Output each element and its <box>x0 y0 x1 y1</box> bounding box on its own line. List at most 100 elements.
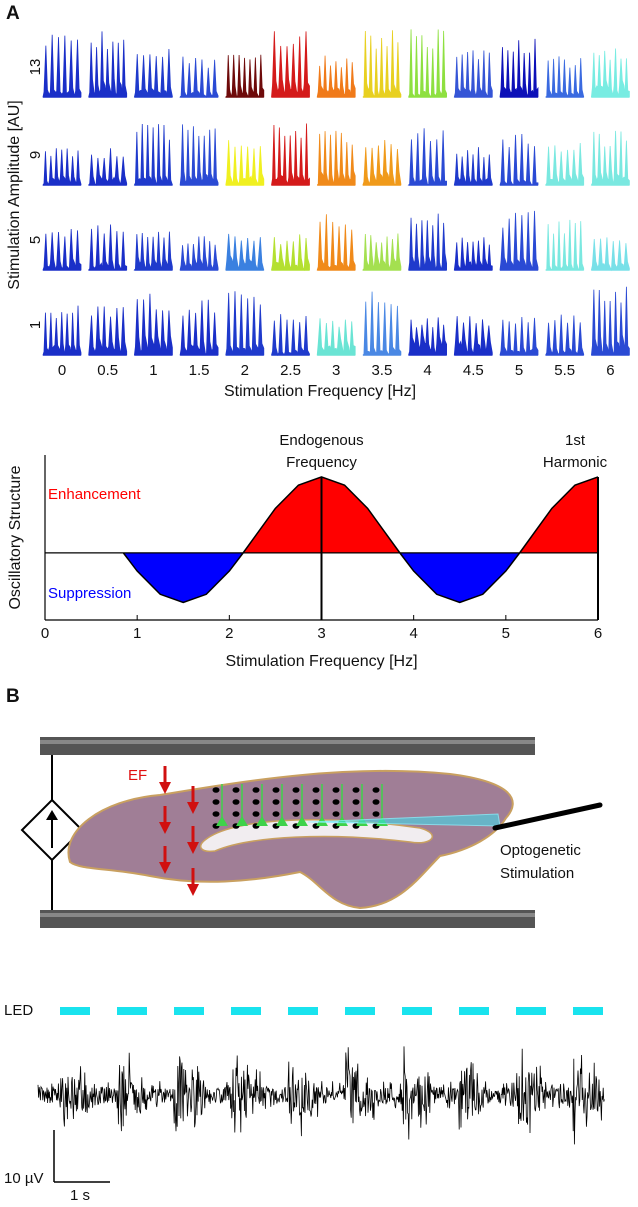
electrode <box>272 811 280 817</box>
row-label: 5 <box>27 236 44 244</box>
trace <box>316 318 356 356</box>
trace <box>499 210 539 271</box>
led-pulse <box>60 1007 90 1015</box>
trace <box>271 31 310 98</box>
led-pulse <box>345 1007 375 1015</box>
electrode <box>372 787 380 793</box>
scale-voltage: 10 µV <box>4 1170 44 1187</box>
trace <box>179 299 219 356</box>
trace <box>133 48 173 98</box>
column-label: 5 <box>515 362 523 379</box>
x-tick-label: 0 <box>41 625 49 642</box>
field-arrowhead <box>159 822 171 834</box>
trace <box>42 228 82 271</box>
electrode <box>352 799 360 805</box>
trace <box>88 31 128 98</box>
trace <box>271 234 310 272</box>
trace <box>316 214 356 271</box>
electrode <box>352 787 360 793</box>
trace <box>42 34 82 98</box>
x-axis-label: Stimulation Frequency [Hz] <box>224 383 416 400</box>
trace <box>453 316 493 356</box>
electrode <box>212 811 220 817</box>
trace <box>87 224 128 271</box>
field-label: EF <box>128 767 147 784</box>
trace <box>133 293 173 356</box>
led-pulse <box>459 1007 489 1015</box>
led-pulse <box>402 1007 432 1015</box>
trace <box>133 123 173 186</box>
plate-highlight <box>40 913 535 917</box>
column-label: 3.5 <box>371 362 392 379</box>
trace <box>225 140 265 186</box>
led-pulse <box>231 1007 261 1015</box>
curve <box>122 476 599 604</box>
electrode <box>252 799 260 805</box>
x-tick-label: 3 <box>317 625 325 642</box>
trace <box>545 143 585 186</box>
electrode <box>212 799 220 805</box>
trace <box>317 130 356 186</box>
column-label: 5.5 <box>554 362 575 379</box>
electrode <box>312 787 320 793</box>
trace <box>545 56 585 98</box>
electrode <box>232 799 240 805</box>
row-label: 1 <box>27 321 44 329</box>
annotation: Endogenous <box>279 432 363 449</box>
electrode <box>292 787 300 793</box>
annotation: Frequency <box>286 454 357 471</box>
electrode <box>312 799 320 805</box>
y-axis-label: Oscillatory Structure <box>7 465 24 609</box>
trace <box>590 286 630 356</box>
trace <box>545 219 585 271</box>
field-arrowhead <box>159 782 171 794</box>
field-arrowhead <box>159 862 171 874</box>
electrode <box>372 811 380 817</box>
trace <box>271 123 310 186</box>
column-label: 0 <box>58 362 66 379</box>
electrode <box>272 799 280 805</box>
trace <box>224 54 265 98</box>
trace <box>42 148 82 186</box>
top-plate <box>40 737 535 755</box>
led-label: LED <box>4 1002 33 1019</box>
x-tick-label: 1 <box>133 625 141 642</box>
column-label: 4.5 <box>463 362 484 379</box>
stimulation-label: Stimulation <box>500 865 574 882</box>
x-tick-label: 5 <box>502 625 510 642</box>
trace <box>499 133 539 186</box>
trace <box>407 128 447 186</box>
electrode <box>352 811 360 817</box>
trace <box>453 147 493 186</box>
electrode <box>272 787 280 793</box>
electrode <box>312 811 320 817</box>
column-label: 2 <box>241 362 249 379</box>
y-axis-label: Stimulation Amplitude [AU] <box>6 100 23 289</box>
x-tick-label: 4 <box>409 625 417 642</box>
row-label: 9 <box>27 151 44 159</box>
trace <box>499 317 539 356</box>
electrode-setup <box>20 737 603 928</box>
trace <box>408 213 447 271</box>
bottom-plate <box>40 910 535 928</box>
trace <box>270 314 310 357</box>
column-label: 0.5 <box>97 362 118 379</box>
electrode <box>332 787 340 793</box>
trace <box>88 306 128 356</box>
brain-slice <box>67 769 514 910</box>
trace <box>545 314 585 356</box>
trace <box>316 55 356 98</box>
led-pulse <box>117 1007 147 1015</box>
field-arrowhead <box>187 842 199 854</box>
trace <box>133 231 173 271</box>
electrode-array <box>212 784 388 829</box>
electrode <box>232 811 240 817</box>
trace <box>362 291 402 356</box>
panel-label: A <box>6 3 20 24</box>
column-label: 4 <box>423 362 431 379</box>
electrode <box>232 787 240 793</box>
trace <box>453 237 493 271</box>
trace <box>362 30 402 98</box>
suppression-area <box>399 552 520 603</box>
